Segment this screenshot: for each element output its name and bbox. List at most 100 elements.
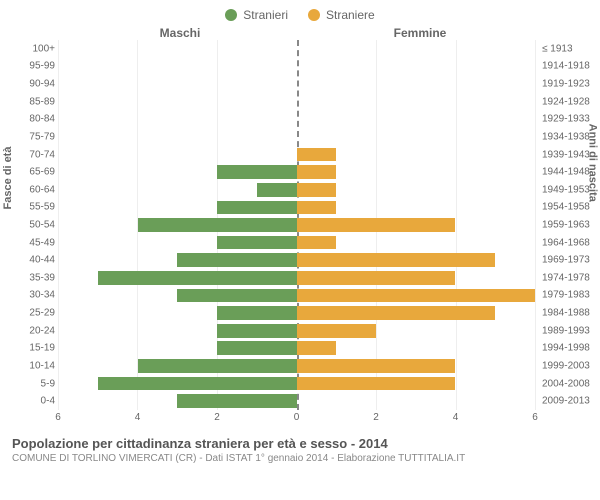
male-bar [177, 289, 296, 303]
bar-row [58, 218, 535, 232]
birth-year-label: 2009-2013 [538, 396, 600, 407]
birth-year-label: 1979-1983 [538, 290, 600, 301]
age-label: 10-14 [0, 360, 55, 371]
birth-year-label: 1964-1968 [538, 237, 600, 248]
y-axis-right: ≤ 19131914-19181919-19231924-19281929-19… [538, 40, 600, 430]
x-tick: 0 [294, 412, 300, 423]
age-label: 35-39 [0, 272, 55, 283]
male-bar [217, 324, 296, 338]
birth-year-label: 1959-1963 [538, 220, 600, 231]
female-bar [297, 324, 376, 338]
birth-year-label: 1999-2003 [538, 360, 600, 371]
male-bar [138, 359, 297, 373]
bar-row [58, 306, 535, 320]
birth-year-label: 1924-1928 [538, 96, 600, 107]
male-bar [217, 306, 296, 320]
bar-row [58, 394, 535, 408]
plot-area [58, 40, 535, 410]
column-headers: Maschi Femmine [0, 26, 600, 40]
legend: Stranieri Straniere [0, 0, 600, 26]
birth-year-label: 1934-1938 [538, 131, 600, 142]
x-tick: 4 [453, 412, 459, 423]
footer-subtitle: COMUNE DI TORLINO VIMERCATI (CR) - Dati … [12, 453, 588, 464]
chart-area: Fasce di età Anni di nascita 100+95-9990… [0, 40, 600, 430]
legend-item-female: Straniere [308, 8, 375, 22]
legend-label-male: Stranieri [243, 8, 288, 22]
birth-year-label: 1989-1993 [538, 325, 600, 336]
age-label: 75-79 [0, 131, 55, 142]
birth-year-label: 1974-1978 [538, 272, 600, 283]
male-bar [177, 394, 296, 408]
female-bar [297, 271, 456, 285]
birth-year-label: 1954-1958 [538, 202, 600, 213]
male-bar [138, 218, 297, 232]
female-bar [297, 306, 496, 320]
x-tick: 6 [532, 412, 538, 423]
legend-label-female: Straniere [326, 8, 375, 22]
female-bar [297, 341, 337, 355]
bar-row [58, 271, 535, 285]
female-bar [297, 253, 496, 267]
bar-row [58, 148, 535, 162]
female-bar [297, 165, 337, 179]
female-bar [297, 359, 456, 373]
y-axis-left: 100+95-9990-9485-8980-8475-7970-7465-696… [0, 40, 55, 430]
legend-swatch-male [225, 9, 237, 21]
birth-year-label: 1914-1918 [538, 61, 600, 72]
age-label: 0-4 [0, 396, 55, 407]
age-label: 90-94 [0, 79, 55, 90]
bar-row [58, 341, 535, 355]
birth-year-label: ≤ 1913 [538, 43, 600, 54]
female-bar [297, 201, 337, 215]
age-label: 60-64 [0, 184, 55, 195]
age-label: 85-89 [0, 96, 55, 107]
birth-year-label: 1994-1998 [538, 343, 600, 354]
male-bar [177, 253, 296, 267]
x-axis: 0 2 2 4 4 6 6 [58, 410, 535, 430]
age-label: 45-49 [0, 237, 55, 248]
bar-row [58, 95, 535, 109]
legend-item-male: Stranieri [225, 8, 288, 22]
age-label: 20-24 [0, 325, 55, 336]
male-bar [217, 341, 296, 355]
age-label: 65-69 [0, 167, 55, 178]
age-label: 30-34 [0, 290, 55, 301]
bar-row [58, 377, 535, 391]
bar-row [58, 359, 535, 373]
age-label: 15-19 [0, 343, 55, 354]
bar-row [58, 324, 535, 338]
birth-year-label: 1969-1973 [538, 255, 600, 266]
x-tick: 2 [373, 412, 379, 423]
bar-row [58, 183, 535, 197]
footer: Popolazione per cittadinanza straniera p… [0, 430, 600, 464]
male-bar [217, 165, 296, 179]
legend-swatch-female [308, 9, 320, 21]
x-tick: 4 [135, 412, 141, 423]
age-label: 5-9 [0, 378, 55, 389]
age-label: 55-59 [0, 202, 55, 213]
male-bar [217, 236, 296, 250]
bar-row [58, 77, 535, 91]
female-bar [297, 148, 337, 162]
male-bar [98, 377, 297, 391]
birth-year-label: 1949-1953 [538, 184, 600, 195]
header-female: Femmine [300, 26, 600, 40]
header-male: Maschi [0, 26, 300, 40]
bar-row [58, 42, 535, 56]
bar-row [58, 201, 535, 215]
bar-row [58, 130, 535, 144]
bar-row [58, 60, 535, 74]
grid-line [535, 40, 536, 410]
male-bar [98, 271, 297, 285]
birth-year-label: 1984-1988 [538, 308, 600, 319]
birth-year-label: 1939-1943 [538, 149, 600, 160]
age-label: 95-99 [0, 61, 55, 72]
age-label: 50-54 [0, 220, 55, 231]
female-bar [297, 289, 536, 303]
male-bar [257, 183, 297, 197]
x-tick: 6 [55, 412, 61, 423]
bar-row [58, 112, 535, 126]
birth-year-label: 1944-1948 [538, 167, 600, 178]
x-tick: 2 [214, 412, 220, 423]
female-bar [297, 236, 337, 250]
